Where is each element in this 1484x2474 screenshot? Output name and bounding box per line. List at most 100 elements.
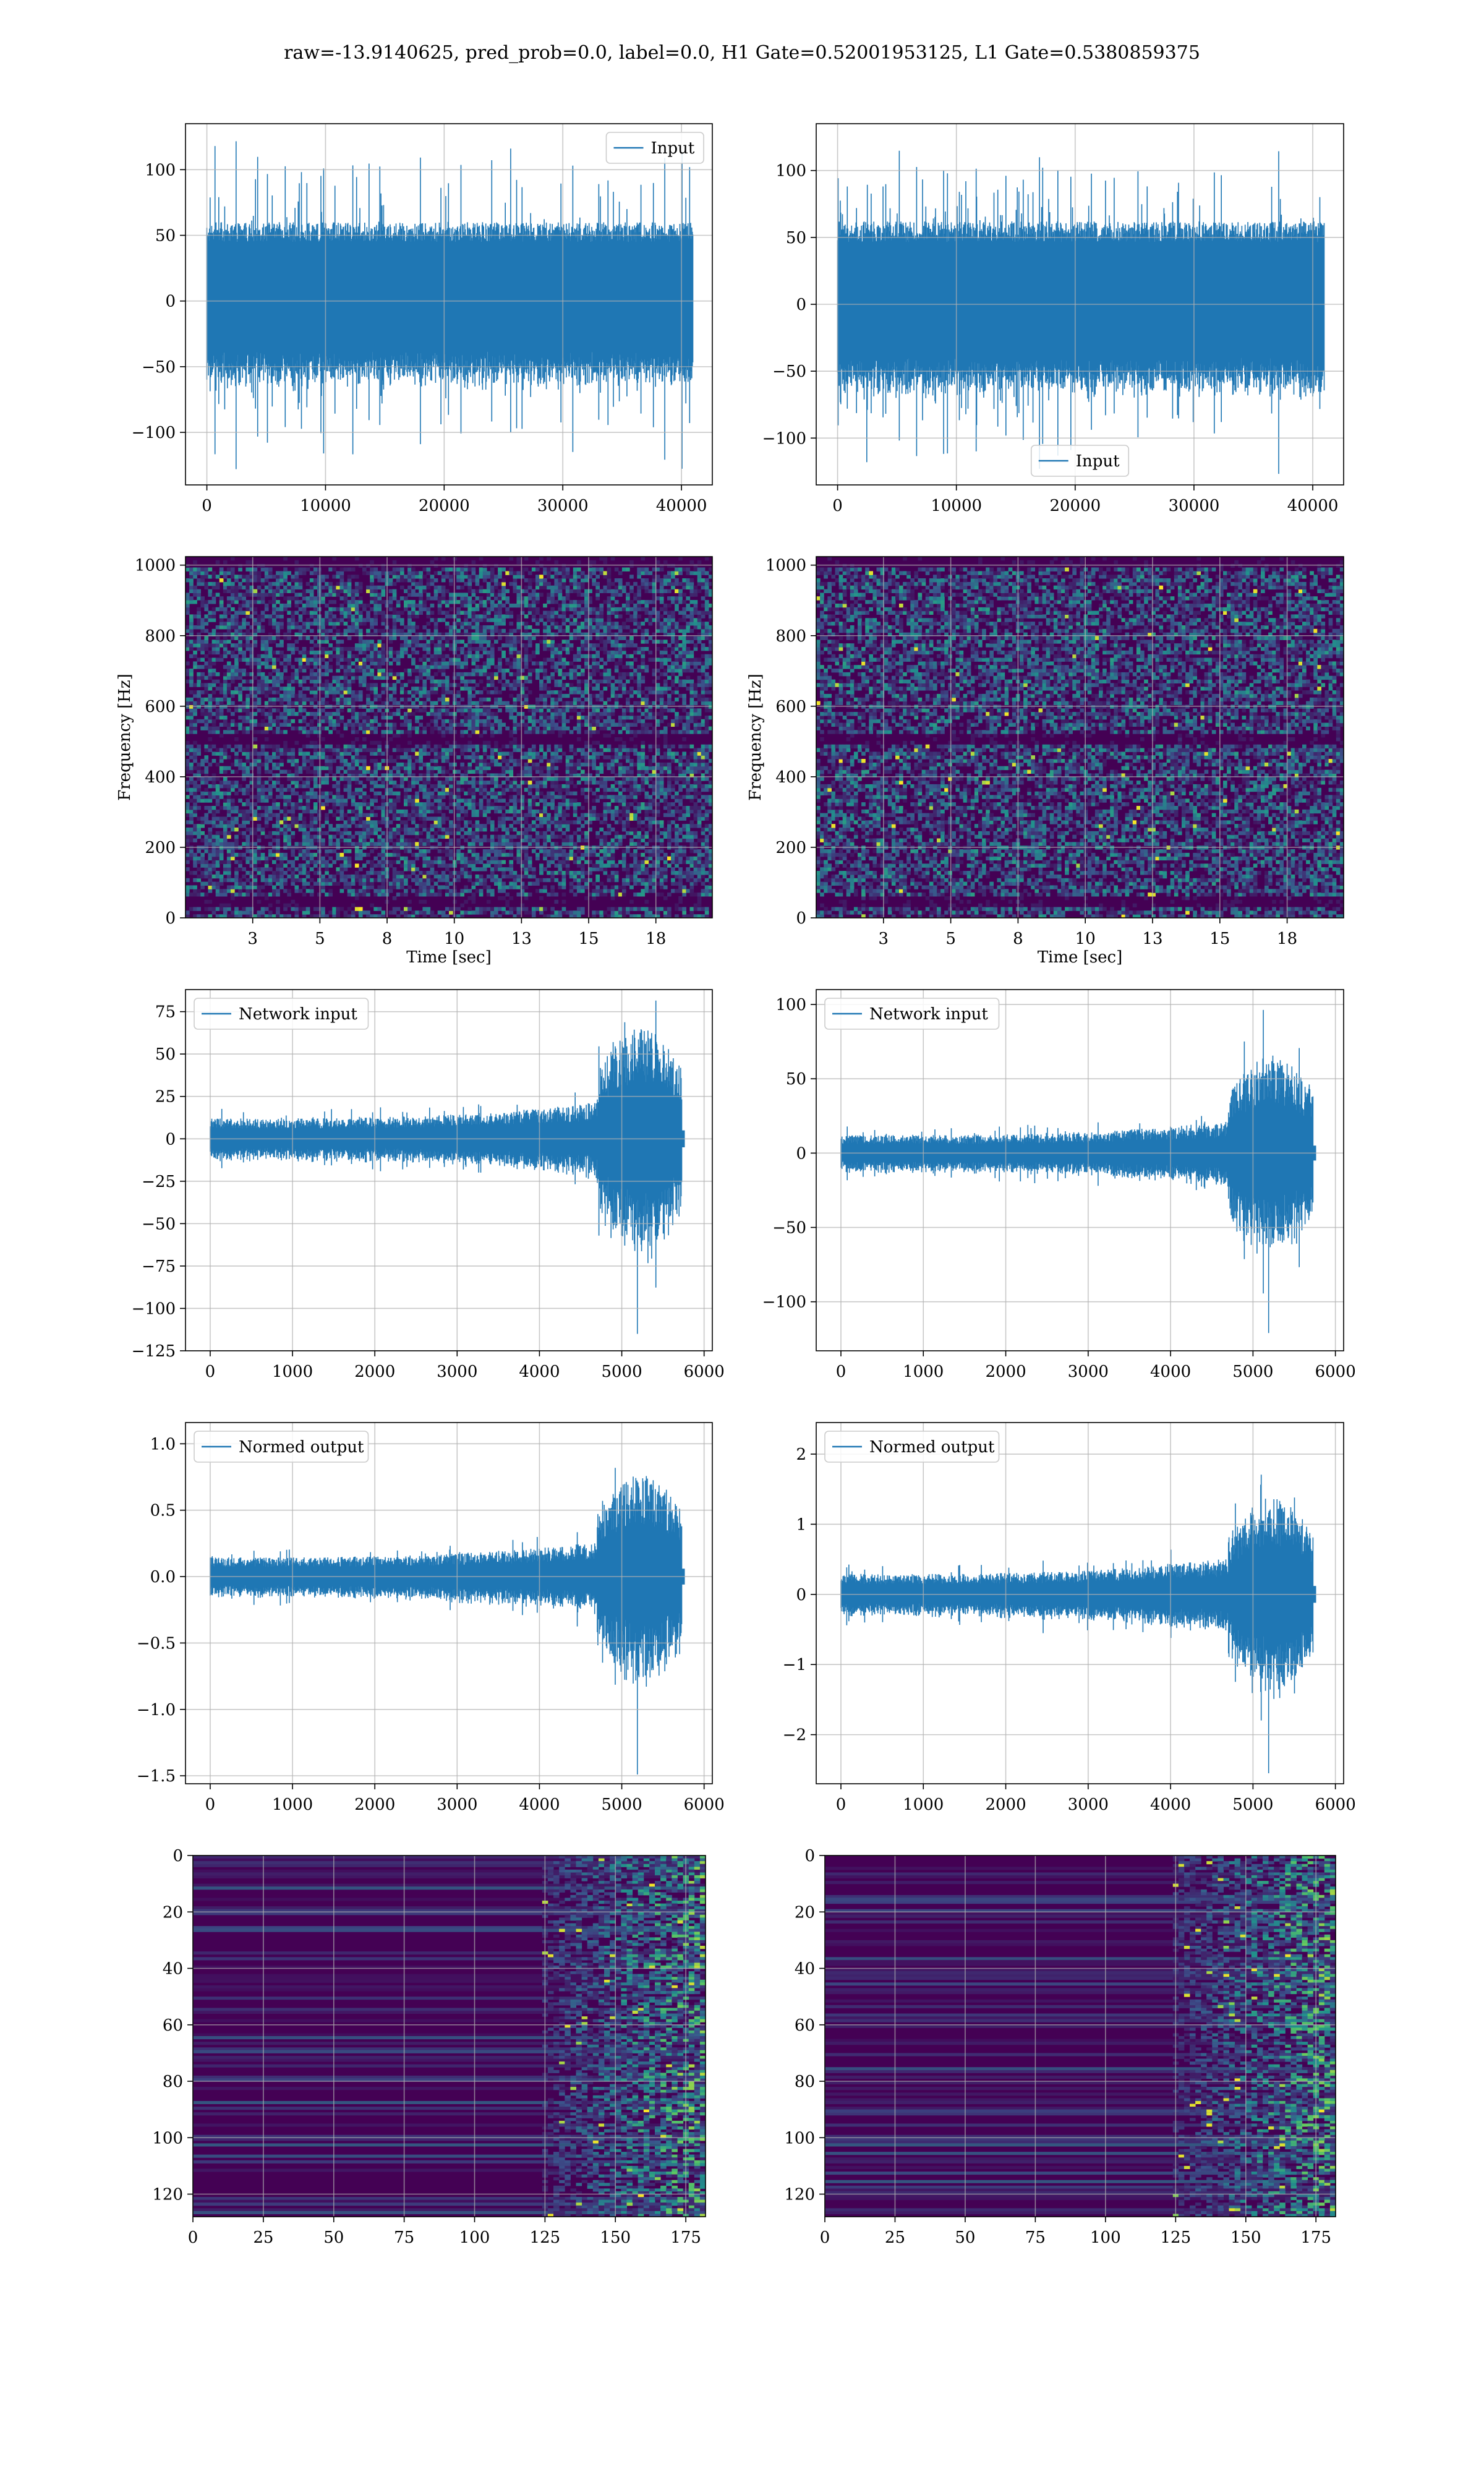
y-tick-label: −125 (132, 1342, 176, 1361)
legend: Network input (824, 998, 1000, 1030)
x-tick-label: 5000 (1232, 1796, 1273, 1814)
x-tick-label: 8 (382, 930, 393, 948)
x-tick-label: 18 (1277, 930, 1297, 948)
axes-frame (185, 1422, 713, 1784)
x-tick-label: 10000 (300, 497, 351, 515)
x-tick-label: 20000 (419, 497, 470, 515)
y-tick-label: 400 (145, 768, 176, 787)
y-tick-label: 100 (152, 2129, 183, 2147)
x-tick-label: 13 (511, 930, 532, 948)
y-tick-label: 120 (152, 2186, 183, 2204)
panel-spectrogram-l1: 3 5 8 10 13 15 18 0 200 400 600 800 1000 Time [sec] Fr… (746, 556, 1344, 967)
y-tick-label: −50 (142, 1215, 176, 1233)
x-tick-label: 6000 (1315, 1363, 1356, 1381)
y-tick-label: 1000 (135, 557, 176, 575)
x-tick-label: 5000 (601, 1363, 642, 1381)
y-tick-label: −50 (142, 358, 176, 377)
x-tick-label: 175 (670, 2228, 701, 2247)
y-tick-label: −1 (783, 1656, 806, 1674)
x-tick-label: 2000 (985, 1363, 1026, 1381)
y-tick-label: 50 (786, 1070, 806, 1089)
series-line-normed-output (840, 1475, 1316, 1773)
panel-input-l1: 0 10000 20000 30000 40000 −100 −50 0 50 100 Input (762, 123, 1344, 515)
x-tick-label: 25 (253, 2228, 273, 2247)
x-tick-label: 6000 (1315, 1796, 1356, 1814)
y-tick-label: 0.0 (150, 1568, 176, 1586)
grid (186, 1423, 712, 1784)
x-tick-label: 3 (879, 930, 889, 948)
y-tick-label: 0 (804, 1847, 815, 1865)
x-tick-label: 6000 (684, 1363, 725, 1381)
y-tick-label: 0 (796, 296, 806, 314)
x-tick-label: 20000 (1049, 497, 1101, 515)
y-tick-label: −1.5 (137, 1767, 176, 1786)
x-tick-label: 0 (205, 1796, 216, 1814)
x-tick-label: 40000 (1287, 497, 1339, 515)
y-axis-label: Frequency [Hz] (116, 674, 134, 801)
y-tick-label: 0 (165, 909, 176, 928)
legend-label: Network input (869, 1005, 988, 1024)
x-tick-label: 150 (1230, 2228, 1261, 2247)
x-tick-label: 10 (444, 930, 464, 948)
axes-frame (816, 989, 1344, 1351)
panel-spectrogram-h1: 3 5 8 10 13 15 18 0 200 400 600 800 1000 Time [sec] Fr… (116, 556, 713, 967)
x-tick-label: 15 (1209, 930, 1230, 948)
x-tick-label: 2000 (354, 1796, 395, 1814)
legend-label: Input (1076, 452, 1120, 471)
y-tick-label: 0 (796, 909, 806, 928)
x-tick-label: 1000 (272, 1363, 313, 1381)
series-line-normed-output (210, 1468, 685, 1774)
x-tick-label: 2000 (985, 1796, 1026, 1814)
legend-label: Normed output (239, 1438, 364, 1457)
axes-frame (824, 1855, 1336, 2217)
y-tick-label: 0 (796, 1586, 806, 1604)
y-tick-label: 50 (155, 1045, 176, 1064)
panel-feature-map-l1: 0 25 50 75 100 125 150 175 0 20 40 60 80 100 120 (784, 1847, 1336, 2247)
y-tick-label: −50 (772, 1219, 806, 1238)
x-tick-label: 3000 (437, 1363, 477, 1381)
y-tick-label: 20 (795, 1903, 815, 1922)
y-tick-label: 800 (145, 627, 176, 646)
y-tick-label: 200 (145, 839, 176, 857)
x-tick-label: 0 (820, 2228, 830, 2247)
axes-frame (816, 556, 1344, 918)
legend: Input (605, 132, 704, 164)
axes-frame (185, 989, 713, 1351)
y-tick-label: −25 (142, 1173, 176, 1191)
x-tick-label: 10000 (931, 497, 982, 515)
x-tick-label: 1000 (903, 1796, 944, 1814)
x-tick-label: 3000 (1068, 1796, 1109, 1814)
y-tick-label: 1.0 (150, 1435, 176, 1453)
y-tick-label: 0 (165, 1130, 176, 1149)
x-tick-label: 3000 (437, 1796, 477, 1814)
x-tick-label: 40000 (656, 497, 707, 515)
x-tick-label: 18 (646, 930, 666, 948)
series-line-input (206, 141, 694, 469)
y-tick-label: 60 (163, 2016, 183, 2035)
grid (816, 1423, 1344, 1784)
x-tick-label: 10 (1075, 930, 1096, 948)
y-tick-label: 40 (795, 1960, 815, 1979)
x-axis-label: Time [sec] (406, 948, 492, 967)
x-tick-label: 125 (530, 2228, 561, 2247)
y-tick-label: −100 (762, 429, 806, 448)
y-tick-label: 100 (784, 2129, 815, 2147)
y-tick-label: 100 (145, 161, 176, 179)
y-tick-label: −75 (142, 1257, 176, 1276)
y-tick-label: 2 (796, 1445, 806, 1464)
y-tick-label: 40 (163, 1960, 183, 1979)
series-line-network-input (210, 1000, 685, 1334)
x-tick-label: 75 (1025, 2228, 1046, 2247)
grid (186, 124, 712, 485)
x-tick-label: 50 (323, 2228, 344, 2247)
x-tick-label: 4000 (519, 1363, 560, 1381)
series-line-input (837, 150, 1325, 474)
y-tick-label: 100 (775, 162, 806, 181)
x-tick-label: 50 (955, 2228, 975, 2247)
y-tick-label: −100 (762, 1293, 806, 1312)
y-tick-label: −100 (132, 424, 176, 442)
x-tick-label: 1000 (903, 1363, 944, 1381)
axes-frame (816, 1422, 1344, 1784)
panel-input-h1: 0 10000 20000 30000 40000 −100 −50 0 50 100 Input (132, 123, 713, 515)
